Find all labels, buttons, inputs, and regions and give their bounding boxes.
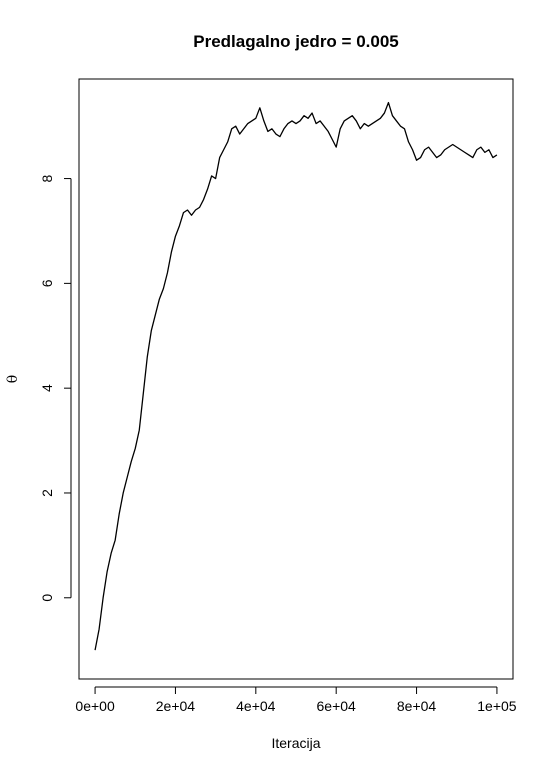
y-axis-label: θ	[5, 375, 21, 383]
y-axis: 0 2 4 6 8	[39, 174, 72, 602]
x-tick-label: 1e+05	[477, 698, 517, 714]
chart-title: Predlagalno jedro = 0.005	[193, 32, 399, 51]
x-tick-label: 0e+00	[75, 698, 115, 714]
y-tick-label: 0	[39, 594, 55, 602]
x-tick-label: 8e+04	[397, 698, 437, 714]
y-tick-label: 4	[39, 384, 55, 392]
y-tick-label: 8	[39, 174, 55, 182]
x-tick-label: 4e+04	[236, 698, 276, 714]
x-axis-label: Iteracija	[271, 735, 320, 751]
plot-frame	[78, 78, 514, 680]
x-tick-label: 6e+04	[317, 698, 357, 714]
y-tick-label: 2	[39, 489, 55, 497]
x-axis: 0e+00 2e+04 4e+04 6e+04 8e+04 1e+05	[75, 686, 517, 714]
y-tick-label: 6	[39, 279, 55, 287]
x-tick-label: 2e+04	[156, 698, 196, 714]
series-line	[94, 101, 498, 651]
